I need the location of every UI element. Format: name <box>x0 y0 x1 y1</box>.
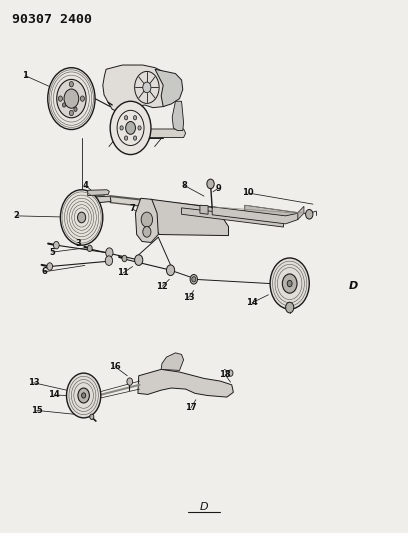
Circle shape <box>78 212 86 223</box>
Text: 7: 7 <box>130 205 135 213</box>
Polygon shape <box>135 198 158 243</box>
Circle shape <box>69 110 73 116</box>
Polygon shape <box>161 353 184 370</box>
Text: 15: 15 <box>31 406 42 415</box>
Circle shape <box>166 265 175 276</box>
Circle shape <box>90 414 94 419</box>
Text: 14: 14 <box>246 298 258 307</box>
Text: D: D <box>348 281 357 290</box>
Circle shape <box>60 190 103 245</box>
Circle shape <box>64 89 79 108</box>
Circle shape <box>69 82 73 87</box>
Polygon shape <box>116 129 186 138</box>
Text: 4: 4 <box>83 181 89 190</box>
Polygon shape <box>172 101 184 131</box>
Circle shape <box>127 378 133 385</box>
Text: 16: 16 <box>109 362 121 371</box>
Circle shape <box>124 116 128 120</box>
Text: 3: 3 <box>75 239 81 248</box>
Circle shape <box>122 255 127 262</box>
Polygon shape <box>200 205 208 214</box>
Circle shape <box>80 96 84 101</box>
Circle shape <box>78 388 89 403</box>
Polygon shape <box>138 369 233 397</box>
Polygon shape <box>212 207 298 224</box>
Text: 5: 5 <box>49 248 55 256</box>
Polygon shape <box>182 208 284 227</box>
Circle shape <box>67 373 101 418</box>
Circle shape <box>135 255 143 265</box>
Circle shape <box>190 274 197 284</box>
Polygon shape <box>103 65 175 112</box>
Circle shape <box>270 258 309 309</box>
Text: 9: 9 <box>215 184 221 192</box>
Text: D: D <box>200 503 208 512</box>
Circle shape <box>192 277 196 282</box>
Text: 2: 2 <box>13 212 19 220</box>
Circle shape <box>287 280 292 287</box>
Polygon shape <box>88 196 111 204</box>
Text: 90307 2400: 90307 2400 <box>12 13 92 26</box>
Circle shape <box>306 209 313 219</box>
Text: 18: 18 <box>220 370 231 379</box>
Circle shape <box>286 302 294 313</box>
Circle shape <box>120 126 123 130</box>
Polygon shape <box>110 196 216 215</box>
Text: 8: 8 <box>182 181 187 190</box>
Circle shape <box>282 274 297 293</box>
Circle shape <box>74 107 77 111</box>
Circle shape <box>105 256 113 265</box>
Circle shape <box>47 263 53 270</box>
Circle shape <box>138 126 141 130</box>
Circle shape <box>48 68 95 130</box>
Circle shape <box>58 96 62 101</box>
Circle shape <box>126 122 135 134</box>
Text: 6: 6 <box>41 268 47 276</box>
Text: 17: 17 <box>185 403 197 412</box>
Text: 13: 13 <box>183 293 194 302</box>
Text: 14: 14 <box>48 391 60 399</box>
Circle shape <box>87 245 92 252</box>
Polygon shape <box>155 69 183 107</box>
Circle shape <box>110 101 151 155</box>
Circle shape <box>53 241 59 249</box>
Polygon shape <box>151 199 228 236</box>
Circle shape <box>143 82 151 93</box>
Polygon shape <box>245 205 304 220</box>
Circle shape <box>143 227 151 237</box>
Circle shape <box>62 103 66 107</box>
Circle shape <box>57 79 86 118</box>
Circle shape <box>141 212 153 227</box>
Polygon shape <box>88 190 109 196</box>
Text: 11: 11 <box>118 269 129 277</box>
Circle shape <box>124 136 128 140</box>
Text: 12: 12 <box>157 282 168 290</box>
Circle shape <box>207 179 214 189</box>
Circle shape <box>133 136 137 140</box>
Circle shape <box>82 393 86 398</box>
Circle shape <box>228 370 233 376</box>
Circle shape <box>106 248 113 257</box>
Text: 13: 13 <box>28 378 39 387</box>
Circle shape <box>133 116 137 120</box>
Text: 1: 1 <box>22 71 28 80</box>
Text: 10: 10 <box>242 189 254 197</box>
